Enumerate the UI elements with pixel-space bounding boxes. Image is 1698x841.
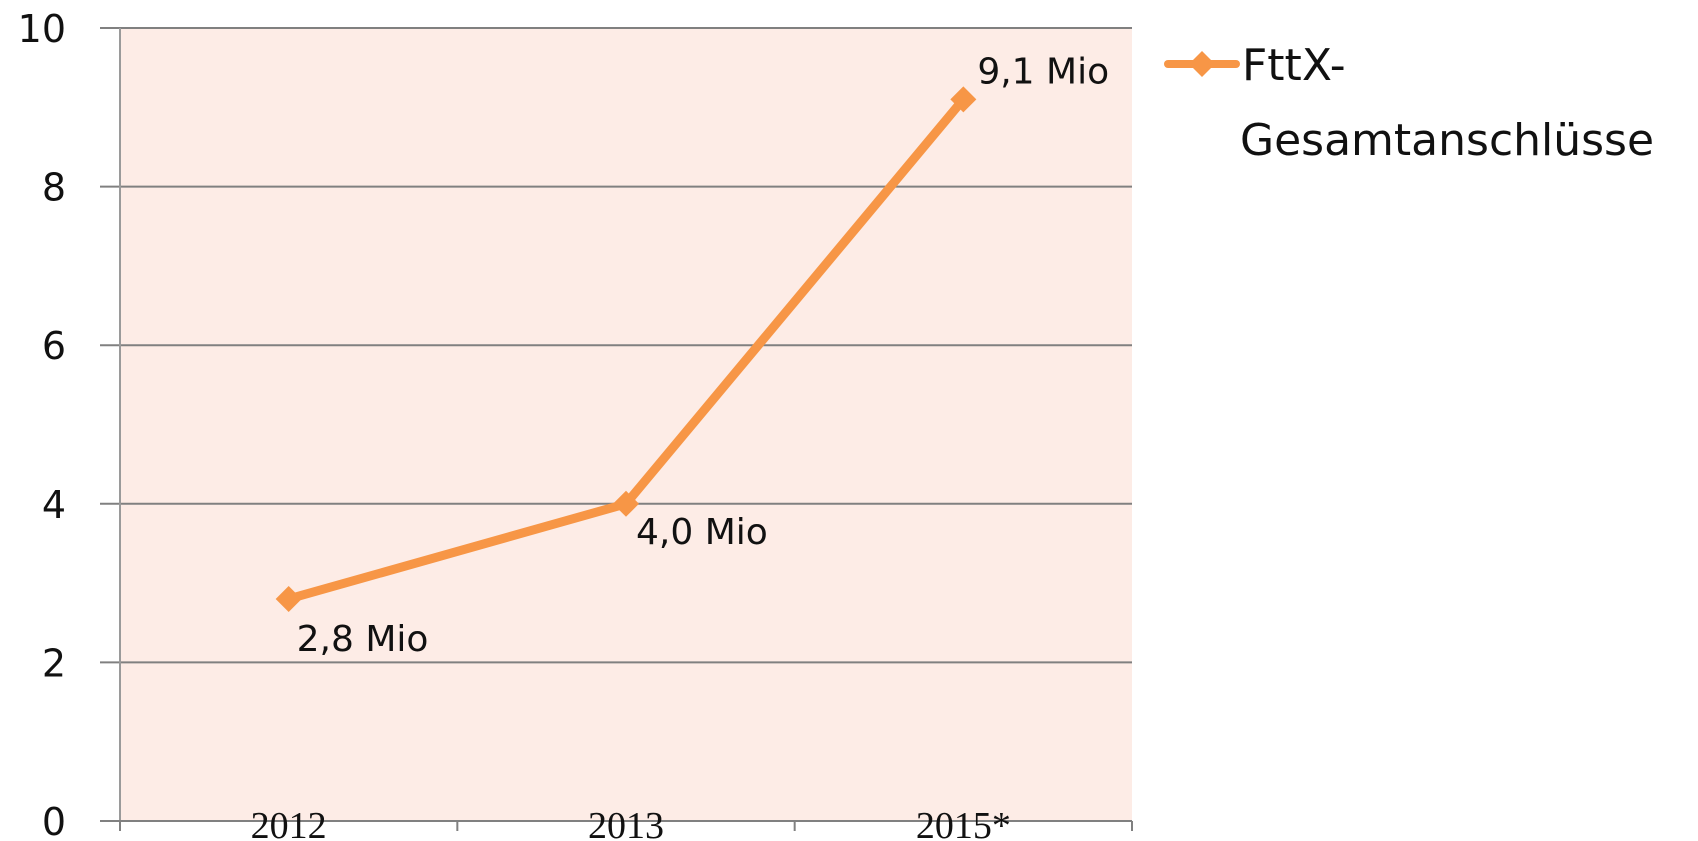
legend: FttX- Gesamtanschlüsse xyxy=(1164,40,1654,166)
y-tick-label-8: 8 xyxy=(42,166,66,210)
x-tick-label-2012: 2012 xyxy=(251,805,327,841)
y-tick-label-6: 6 xyxy=(42,324,66,368)
x-axis-ticks: 2012 2013 2015* xyxy=(119,805,1133,841)
data-point-2012 xyxy=(275,585,302,612)
legend-label-line-2: Gesamtanschlüsse xyxy=(1240,115,1654,166)
data-label-2015: 9,1 Mio xyxy=(977,51,1109,92)
legend-label-line-1: FttX- xyxy=(1242,40,1346,91)
legend-diamond-icon xyxy=(1189,51,1215,77)
y-axis-ticks: 0 2 4 6 8 10 xyxy=(18,7,66,841)
y-tick-label-0: 0 xyxy=(42,800,66,841)
y-tick-label-10: 10 xyxy=(18,7,66,51)
x-tick-label-2015: 2015* xyxy=(916,805,1011,841)
data-label-2013: 4,0 Mio xyxy=(636,512,768,553)
series-group xyxy=(275,86,977,612)
y-tick-label-2: 2 xyxy=(42,641,66,685)
data-point-2015 xyxy=(950,86,977,113)
data-point-2013 xyxy=(613,490,639,517)
x-tick-label-2013: 2013 xyxy=(588,805,664,841)
y-tick-label-4: 4 xyxy=(42,483,66,527)
plot-area xyxy=(120,28,1132,821)
data-label-2012: 2,8 Mio xyxy=(297,619,429,660)
data-labels: 2,8 Mio 4,0 Mio 9,1 Mio xyxy=(297,51,1109,660)
